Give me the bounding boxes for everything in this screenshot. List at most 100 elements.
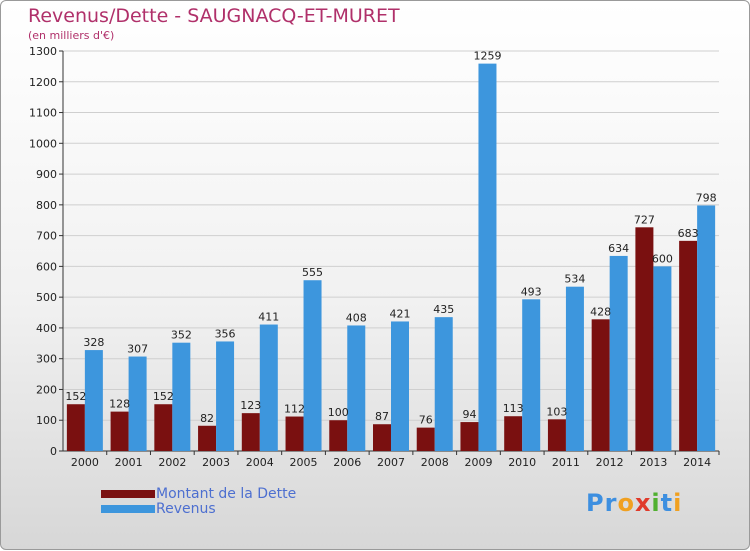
- y-tick-label: 700: [36, 230, 57, 243]
- x-tick-label: 2005: [290, 456, 318, 469]
- y-tick-label: 600: [36, 260, 57, 273]
- logo-letter: i: [673, 489, 683, 517]
- logo-letter: x: [634, 489, 652, 517]
- x-tick-label: 2013: [639, 456, 667, 469]
- value-labels: 152 328 128 307 152 352 82 356 123 411 112 555 100 40…: [65, 50, 716, 427]
- value-label-debt: 82: [200, 412, 214, 425]
- legend-swatches: [101, 490, 155, 513]
- logo-letter: r: [604, 489, 618, 517]
- bar-debt: [285, 416, 304, 451]
- value-label-revenue: 421: [390, 307, 411, 320]
- value-label-debt: 152: [65, 390, 86, 403]
- value-label-revenue: 600: [652, 252, 673, 265]
- x-tick-label: 2001: [115, 456, 143, 469]
- y-tick-label: 100: [36, 414, 57, 427]
- chart-title: Revenus/Dette - SAUGNACQ-ET-MURET: [28, 5, 400, 27]
- value-label-revenue: 435: [433, 303, 454, 316]
- y-tick-label: 0: [50, 445, 57, 458]
- bar-revenue: [128, 356, 147, 451]
- bar-revenue: [697, 205, 716, 451]
- bar-revenue: [84, 350, 103, 451]
- bar-revenue: [565, 286, 584, 451]
- x-tick-label: 2014: [683, 456, 711, 469]
- x-tick-label: 2010: [508, 456, 536, 469]
- y-tick-label: 900: [36, 168, 57, 181]
- logo-letter: i: [651, 489, 661, 517]
- bar-debt: [241, 413, 260, 451]
- x-tick-label: 2011: [552, 456, 580, 469]
- value-label-revenue: 352: [171, 329, 192, 342]
- chart-subtitle: (en milliers d'€): [28, 29, 115, 42]
- logo-letter: t: [660, 489, 674, 517]
- value-label-revenue: 534: [564, 273, 585, 286]
- value-label-revenue: 411: [258, 311, 279, 324]
- y-tick-label: 1300: [29, 45, 57, 58]
- legend-label-debt: Montant de la Dette: [156, 486, 297, 502]
- value-label-revenue: 328: [83, 336, 104, 349]
- y-tick-label: 400: [36, 322, 57, 335]
- legend-swatch-revenue: [101, 505, 155, 513]
- legend-label-revenue: Revenus: [156, 501, 216, 517]
- value-label-debt: 727: [634, 213, 655, 226]
- y-tick-label: 500: [36, 291, 57, 304]
- y-axis-ticks: 0 100 200 300 400 500 600 700 800 900 1000 1100 1200…: [29, 45, 57, 458]
- value-label-debt: 76: [419, 414, 433, 427]
- value-label-revenue: 1259: [473, 50, 501, 63]
- x-tick-label: 2004: [246, 456, 274, 469]
- value-label-revenue: 634: [608, 242, 629, 255]
- value-label-debt: 100: [328, 406, 349, 419]
- bar-revenue: [347, 325, 366, 451]
- x-tick-label: 2003: [202, 456, 230, 469]
- bar-debt: [329, 420, 348, 451]
- value-label-revenue: 798: [696, 191, 717, 204]
- bar-debt: [591, 319, 610, 451]
- bar-revenue: [478, 63, 497, 451]
- x-tick-label: 2006: [333, 456, 361, 469]
- value-label-revenue: 307: [127, 343, 148, 356]
- value-label-debt: 152: [153, 390, 174, 403]
- bar-debt: [635, 227, 654, 451]
- value-label-debt: 428: [590, 305, 611, 318]
- value-label-debt: 94: [462, 408, 476, 421]
- bar-debt: [198, 425, 217, 451]
- bar-revenue: [216, 341, 235, 451]
- value-label-debt: 128: [109, 398, 130, 411]
- x-tick-label: 2007: [377, 456, 405, 469]
- y-tick-label: 1100: [29, 107, 57, 120]
- bar-revenue: [522, 299, 541, 451]
- y-tick-label: 1200: [29, 76, 57, 89]
- bar-debt: [154, 404, 173, 451]
- value-label-revenue: 408: [346, 311, 367, 324]
- x-tick-label: 2002: [158, 456, 186, 469]
- proxiti-logo: Proxiti: [586, 489, 682, 517]
- y-tick-label: 300: [36, 353, 57, 366]
- bar-debt: [460, 422, 479, 451]
- x-axis-ticks: 2000 2001 2002 2003 2004 2005 2006 2007 2008 2009…: [71, 456, 711, 469]
- bar-revenue: [391, 321, 409, 451]
- value-label-revenue: 555: [302, 266, 323, 279]
- bar-revenue: [303, 280, 322, 451]
- value-label-debt: 123: [240, 399, 261, 412]
- y-tick-label: 800: [36, 199, 57, 212]
- bar-debt: [110, 411, 129, 451]
- y-tick-label: 200: [36, 383, 57, 396]
- bar-revenue: [609, 255, 628, 451]
- bars: [66, 63, 716, 451]
- x-tick-label: 2012: [596, 456, 624, 469]
- value-label-debt: 113: [503, 402, 524, 415]
- bar-revenue: [259, 324, 278, 451]
- value-label-revenue: 356: [215, 327, 236, 340]
- value-label-revenue: 493: [521, 285, 542, 298]
- value-label-debt: 683: [678, 227, 699, 240]
- bar-debt: [66, 404, 85, 451]
- bar-debt: [373, 424, 391, 451]
- value-label-debt: 87: [375, 410, 389, 423]
- legend-swatch-debt: [101, 490, 155, 498]
- bar-debt: [547, 419, 566, 451]
- bar-debt: [679, 240, 698, 451]
- bar-revenue: [434, 317, 453, 451]
- bar-revenue: [172, 342, 191, 451]
- bar-debt: [504, 416, 523, 451]
